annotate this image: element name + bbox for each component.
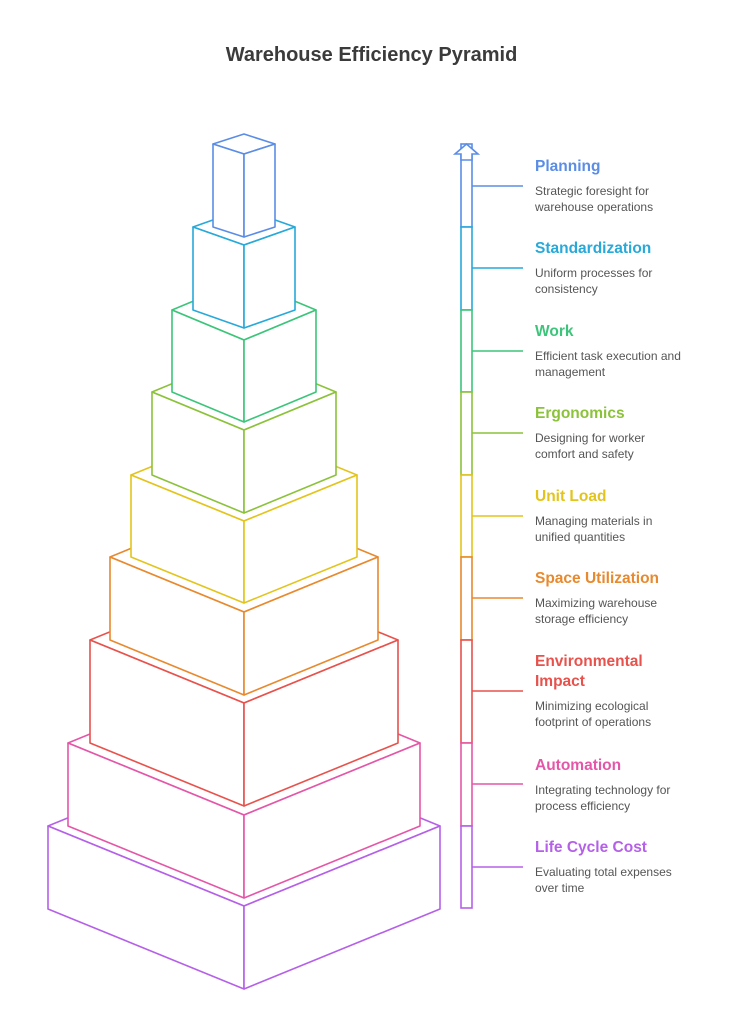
- block-right-face: [243, 556, 379, 696]
- level-label: Life Cycle Cost Evaluating total expenses…: [535, 838, 735, 896]
- level-description: Maximizing warehouse storage efficiency: [535, 596, 658, 626]
- block-right-face: [243, 309, 317, 423]
- block-right-face: [243, 143, 276, 238]
- level-title: Unit Load: [535, 488, 607, 505]
- block-right-face: [243, 391, 337, 514]
- level-title: Space Utilization: [535, 570, 660, 587]
- level-description: Managing materials in unified quantities: [535, 514, 653, 544]
- arrow-segment: [460, 825, 473, 909]
- block-right-face: [243, 825, 441, 990]
- arrow-segment: [460, 226, 473, 311]
- block-left-face: [192, 226, 245, 329]
- block-right-face: [243, 474, 358, 604]
- pyramid-block: [192, 208, 296, 329]
- level-description: Evaluating total expenses over time: [535, 865, 672, 895]
- block-right-face: [243, 742, 421, 899]
- diagram-title: Warehouse Efficiency Pyramid: [225, 44, 518, 66]
- level-label: Work Efficient task execution and managem…: [535, 322, 735, 380]
- level-title: Ergonomics: [535, 405, 625, 422]
- level-label: Space Utilization Maximizing warehouse st…: [535, 569, 735, 627]
- pyramid-block: [212, 133, 276, 238]
- level-description: Integrating technology for process effic…: [535, 783, 671, 813]
- level-label: Unit Load Managing materials in unified q…: [535, 487, 735, 545]
- level-title: Planning: [535, 158, 601, 175]
- block-left-face: [212, 143, 245, 238]
- level-label: Standardization Uniform processes for con…: [535, 239, 735, 297]
- arrow-segment: [460, 309, 473, 393]
- level-label: Environmental Impact Minimizing ecologica…: [535, 652, 735, 730]
- level-description: Minimizing ecological footprint of opera…: [535, 699, 652, 729]
- arrow-segment: [460, 474, 473, 558]
- arrow-segment: [460, 391, 473, 476]
- arrow-segment: [460, 556, 473, 641]
- level-title: Work: [535, 323, 574, 340]
- level-title: Automation: [535, 757, 622, 774]
- block-right-face: [243, 226, 296, 329]
- arrow-segment: [460, 639, 473, 744]
- level-label: Automation Integrating technology for pro…: [535, 756, 735, 814]
- level-title: Life Cycle Cost: [535, 839, 647, 856]
- level-title: Environmental Impact: [535, 653, 643, 690]
- level-description: Efficient task execution and management: [535, 349, 681, 379]
- level-title: Standardization: [535, 240, 652, 257]
- level-description: Uniform processes for consistency: [535, 266, 653, 296]
- level-description: Designing for worker comfort and safety: [535, 431, 646, 461]
- arrow-up-icon: [452, 142, 481, 161]
- arrow-segment: [460, 742, 473, 827]
- level-label: Planning Strategic foresight for warehous…: [535, 157, 735, 215]
- block-right-face: [243, 639, 399, 807]
- level-label: Ergonomics Designing for worker comfort a…: [535, 404, 735, 462]
- level-description: Strategic foresight for warehouse operat…: [535, 184, 654, 214]
